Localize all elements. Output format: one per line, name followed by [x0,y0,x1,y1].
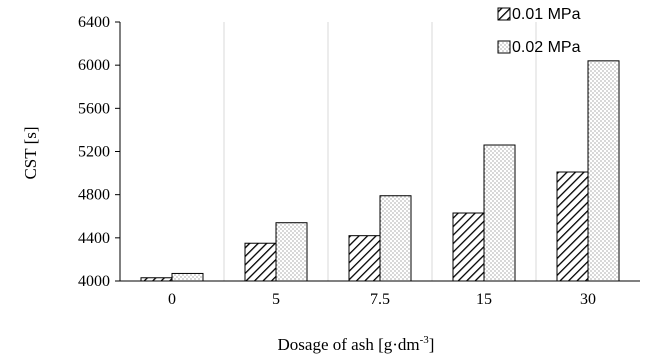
legend-label-series-2: 0.02 MPa [512,39,581,56]
y-tick-label: 5600 [78,100,110,117]
bar-series-2-30 [587,60,620,282]
legend-swatch-series-1 [497,7,511,21]
x-tick-labels: 0 5 7.5 15 30 [168,291,596,308]
bar-series-2-0 [171,272,204,282]
bar-series-2-5 [275,222,308,282]
y-tick-label: 5200 [78,144,110,161]
x-axis-title-main: Dosage of ash [g·dm [278,335,420,354]
x-tick-label: 30 [580,291,596,308]
x-tick-label: 15 [476,291,492,308]
x-tick-label: 5 [272,291,280,308]
y-axis-title: CST [s] [21,126,40,179]
bar-series-1-15 [452,212,485,282]
axes [115,21,640,282]
y-tick-label: 6000 [78,57,110,74]
y-tick-label: 6400 [78,14,110,31]
y-tick-label: 4800 [78,187,110,204]
legend-swatch-series-2 [497,40,511,54]
x-axis-title-superscript: -3 [420,334,430,346]
y-tick-label: 4400 [78,230,110,247]
bar-series-1-30 [556,171,589,282]
bar-series-2-7.5 [379,195,412,282]
x-axis-title: Dosage of ash [g·dm-3] [278,334,435,354]
bar-series-1-5 [244,242,277,282]
bar-series-1-7.5 [348,235,381,282]
y-tick-label: 4000 [78,273,110,290]
grid-lines [223,22,537,281]
y-tick-labels: 4000 4400 4800 5200 5600 6000 6400 [78,14,110,290]
bars [140,60,620,282]
x-tick-label: 0 [168,291,176,308]
legend: 0.01 MPa 0.02 MPa [497,6,581,56]
bar-series-2-15 [483,144,516,282]
x-axis-title-end: ] [429,335,435,354]
x-tick-label: 7.5 [370,291,390,308]
legend-label-series-1: 0.01 MPa [512,6,581,23]
